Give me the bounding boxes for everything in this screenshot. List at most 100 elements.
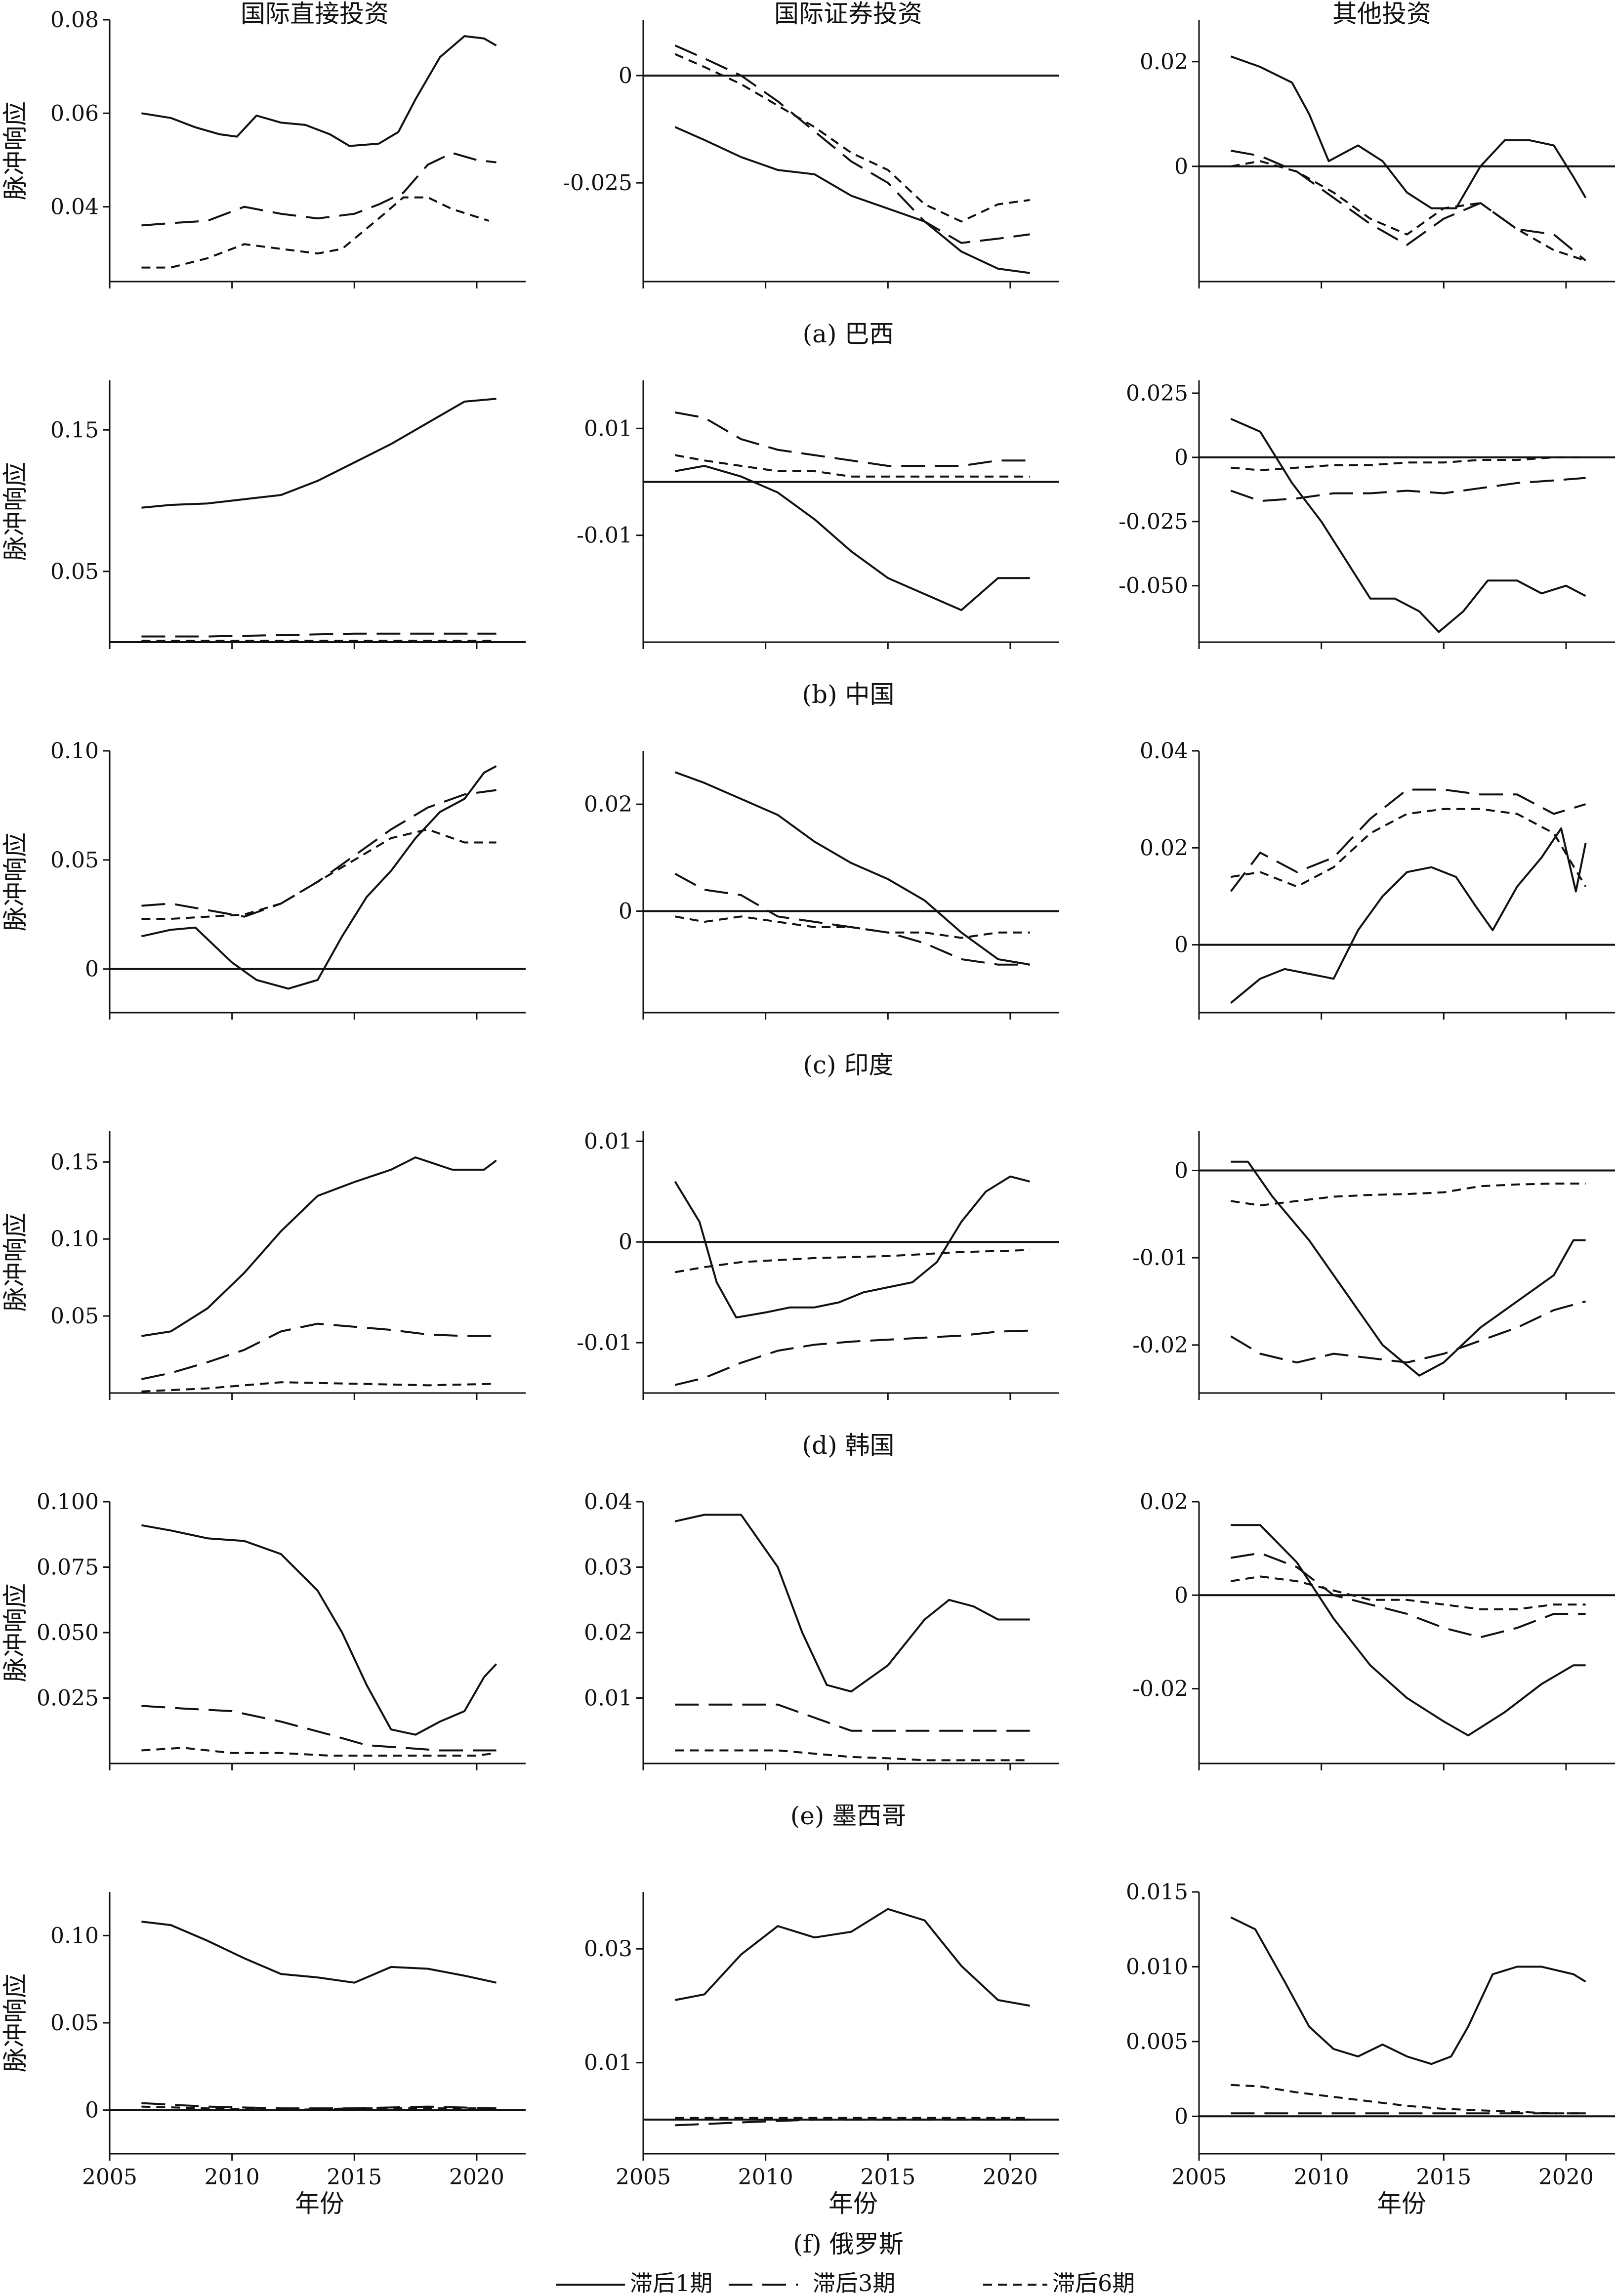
panel-3-fdi-series-solid bbox=[141, 765, 497, 990]
row-caption-6: (f) 俄罗斯 bbox=[793, 2230, 903, 2258]
panel-1-fdi-y-axis-label: 脉冲响应 bbox=[1, 101, 30, 200]
panel-5-fdi-series-long-dash bbox=[141, 1705, 497, 1752]
panel-6-fdi-x-tick-label: 2020 bbox=[449, 2165, 504, 2190]
panel-6-fdi-x-tick-label: 2010 bbox=[205, 2165, 260, 2190]
panel-6-portfolio-y-tick-label: 0.01 bbox=[584, 2050, 632, 2076]
panel-6-fdi-y-tick-label: 0 bbox=[85, 2098, 99, 2123]
panel-3-other-series-long-dash bbox=[1230, 788, 1586, 892]
panel-4-portfolio-series-long-dash bbox=[674, 1329, 1030, 1386]
panel-5-other-y-tick-label: 0.02 bbox=[1140, 1489, 1188, 1515]
panel-3-other-series-short-dash bbox=[1231, 808, 1587, 888]
legend-label-lag3: 滞后3期 bbox=[813, 2270, 895, 2296]
legend: 滞后1期 滞后3期 滞后6期 bbox=[556, 2270, 1135, 2296]
panel-4-other-series-short-dash bbox=[1231, 1183, 1586, 1207]
panel-4-other-y-tick-label: -0.02 bbox=[1132, 1333, 1188, 1358]
panel-6-portfolio-series-long-dash bbox=[675, 2118, 1030, 2127]
panel-5-fdi-series-short-dash bbox=[141, 1747, 497, 1757]
panel-3-fdi-y-tick-label: 0.05 bbox=[50, 848, 99, 873]
panel-6-fdi-series-solid bbox=[141, 1921, 497, 1984]
panel-5-portfolio: 0.01 0.02 0.03 0.04 bbox=[584, 1489, 1059, 1770]
panel-6-fdi-series-short-dash bbox=[141, 2105, 497, 2111]
row-caption-3: (c) 印度 bbox=[803, 1051, 894, 1079]
panel-5-portfolio-y-tick-label: 0.02 bbox=[584, 1620, 632, 1645]
row-caption-2: (b) 中国 bbox=[802, 680, 895, 709]
panel-5-other-series-long-dash bbox=[1231, 1552, 1586, 1639]
panel-3-portfolio-series-solid bbox=[674, 771, 1030, 966]
panel-6-fdi-y-axis-label: 脉冲响应 bbox=[1, 1973, 30, 2072]
panel-4-other: -0.02 -0.01 0 bbox=[1132, 1131, 1615, 1400]
panel-4-portfolio-y-tick-label: 0.01 bbox=[584, 1129, 632, 1154]
panel-6-other-x-tick-label: 2015 bbox=[1416, 2165, 1471, 2190]
panel-5-fdi: 0.025 0.050 0.075 0.100 脉冲响应 bbox=[1, 1489, 526, 1770]
panel-6-portfolio: 2005 2010 2015 2020 0.01 0.03 bbox=[584, 1892, 1059, 2190]
panel-5-portfolio-series-short-dash bbox=[675, 1749, 1030, 1762]
panel-4-other-series-long-dash bbox=[1230, 1300, 1586, 1364]
x-axis-label-left: 年份 bbox=[295, 2189, 344, 2218]
panel-2-other-series-long-dash bbox=[1230, 477, 1586, 502]
panel-2-portfolio-series-short-dash bbox=[675, 454, 1030, 478]
panel-4-portfolio-series-solid bbox=[674, 1175, 1031, 1319]
panel-4-fdi-series-solid bbox=[141, 1156, 497, 1337]
panel-6-portfolio-series-solid bbox=[675, 1908, 1030, 2007]
panel-1-portfolio-series-long-dash bbox=[674, 44, 1030, 244]
panel-1-fdi-series-short-dash bbox=[141, 196, 490, 269]
panel-1-other-series-short-dash bbox=[1231, 160, 1586, 262]
panel-2-portfolio-series-long-dash bbox=[675, 411, 1030, 467]
panel-6-other-x-tick-label: 2010 bbox=[1294, 2165, 1349, 2190]
panel-3-other-y-tick-label: 0.02 bbox=[1140, 835, 1188, 861]
panel-2-fdi-y-tick-label: 0.15 bbox=[50, 417, 99, 443]
panel-6-portfolio-y-tick-label: 0.03 bbox=[584, 1936, 632, 1962]
panel-6-portfolio-x-tick-label: 2020 bbox=[983, 2165, 1038, 2190]
panel-6-portfolio-x-tick-label: 2010 bbox=[738, 2165, 793, 2190]
panel-1-fdi-y-tick-label: 0.04 bbox=[50, 195, 99, 220]
panel-3-portfolio-series-long-dash bbox=[674, 873, 1030, 966]
panel-2-other: -0.050 -0.025 0 0.025 bbox=[1118, 380, 1615, 649]
panel-1-portfolio-y-tick-label: 0 bbox=[619, 63, 632, 88]
panel-3-other-y-tick-label: 0.04 bbox=[1140, 738, 1188, 764]
panel-2-other-y-tick-label: 0.025 bbox=[1126, 381, 1188, 406]
x-axis-label-middle: 年份 bbox=[828, 2189, 878, 2218]
panel-3-other: 0 0.02 0.04 bbox=[1140, 738, 1615, 1020]
panel-5-fdi-y-tick-label: 0.100 bbox=[37, 1489, 99, 1515]
x-axis-label-right: 年份 bbox=[1377, 2189, 1426, 2218]
panel-2-fdi: 0.05 0.15 脉冲响应 bbox=[1, 380, 526, 649]
panel-3-other-y-tick-label: 0 bbox=[1174, 933, 1188, 958]
panel-3-fdi-y-axis-label: 脉冲响应 bbox=[1, 832, 30, 931]
panel-1-fdi-series-long-dash bbox=[141, 152, 497, 227]
panel-1-portfolio-series-solid bbox=[674, 126, 1030, 274]
panel-1-fdi-y-tick-label: 0.06 bbox=[50, 101, 99, 126]
panel-2-portfolio-y-tick-label: -0.01 bbox=[577, 523, 632, 548]
panel-6-fdi: 2005 2010 2015 2020 0 0.05 0.10 脉冲响应 bbox=[1, 1892, 526, 2190]
panel-2-fdi-series-long-dash bbox=[141, 632, 497, 638]
panel-1-portfolio: -0.025 0 bbox=[563, 20, 1059, 288]
panel-3-fdi-y-tick-label: 0.10 bbox=[50, 738, 99, 764]
panel-2-fdi-y-axis-label: 脉冲响应 bbox=[1, 462, 30, 561]
panel-6-portfolio-x-tick-label: 2005 bbox=[616, 2165, 671, 2190]
panel-5-other: -0.02 0 0.02 bbox=[1132, 1489, 1615, 1770]
panel-4-portfolio: -0.01 0 0.01 bbox=[577, 1129, 1059, 1400]
panel-6-other-x-tick-label: 2020 bbox=[1538, 2165, 1594, 2190]
panel-4-fdi-y-tick-label: 0.10 bbox=[50, 1227, 99, 1252]
panel-5-portfolio-series-solid bbox=[674, 1514, 1030, 1693]
panel-2-portfolio-series-solid bbox=[675, 465, 1030, 612]
panel-1-other: 00.02 bbox=[1140, 20, 1615, 288]
panel-1-other-y-tick-label: 0.02 bbox=[1140, 49, 1188, 75]
panel-4-portfolio-y-tick-label: 0 bbox=[619, 1230, 632, 1255]
panel-6-portfolio-x-tick-label: 2015 bbox=[860, 2165, 915, 2190]
panel-2-fdi-y-tick-label: 0.05 bbox=[50, 559, 99, 584]
panel-1-fdi-y-tick-label: 0.08 bbox=[50, 7, 99, 33]
panel-3-portfolio: 00.02 bbox=[584, 751, 1059, 1020]
panel-6-fdi-y-tick-label: 0.10 bbox=[50, 1923, 99, 1948]
panel-5-portfolio-series-long-dash bbox=[675, 1703, 1030, 1732]
panel-1-portfolio-y-tick-label: -0.025 bbox=[563, 170, 632, 196]
panel-6-other-y-tick-label: 0.005 bbox=[1126, 2029, 1188, 2054]
column-title-fdi: 国际直接投资 bbox=[241, 0, 389, 28]
column-title-other: 其他投资 bbox=[1332, 0, 1431, 28]
panel-5-fdi-y-tick-label: 0.075 bbox=[37, 1555, 99, 1580]
panel-1-other-y-tick-label: 0 bbox=[1174, 154, 1188, 179]
panel-2-other-y-tick-label: -0.025 bbox=[1118, 509, 1188, 534]
panel-5-fdi-y-tick-label: 0.025 bbox=[37, 1686, 99, 1711]
panel-2-fdi-series-solid bbox=[141, 398, 497, 509]
row-caption-5: (e) 墨西哥 bbox=[790, 1802, 907, 1830]
